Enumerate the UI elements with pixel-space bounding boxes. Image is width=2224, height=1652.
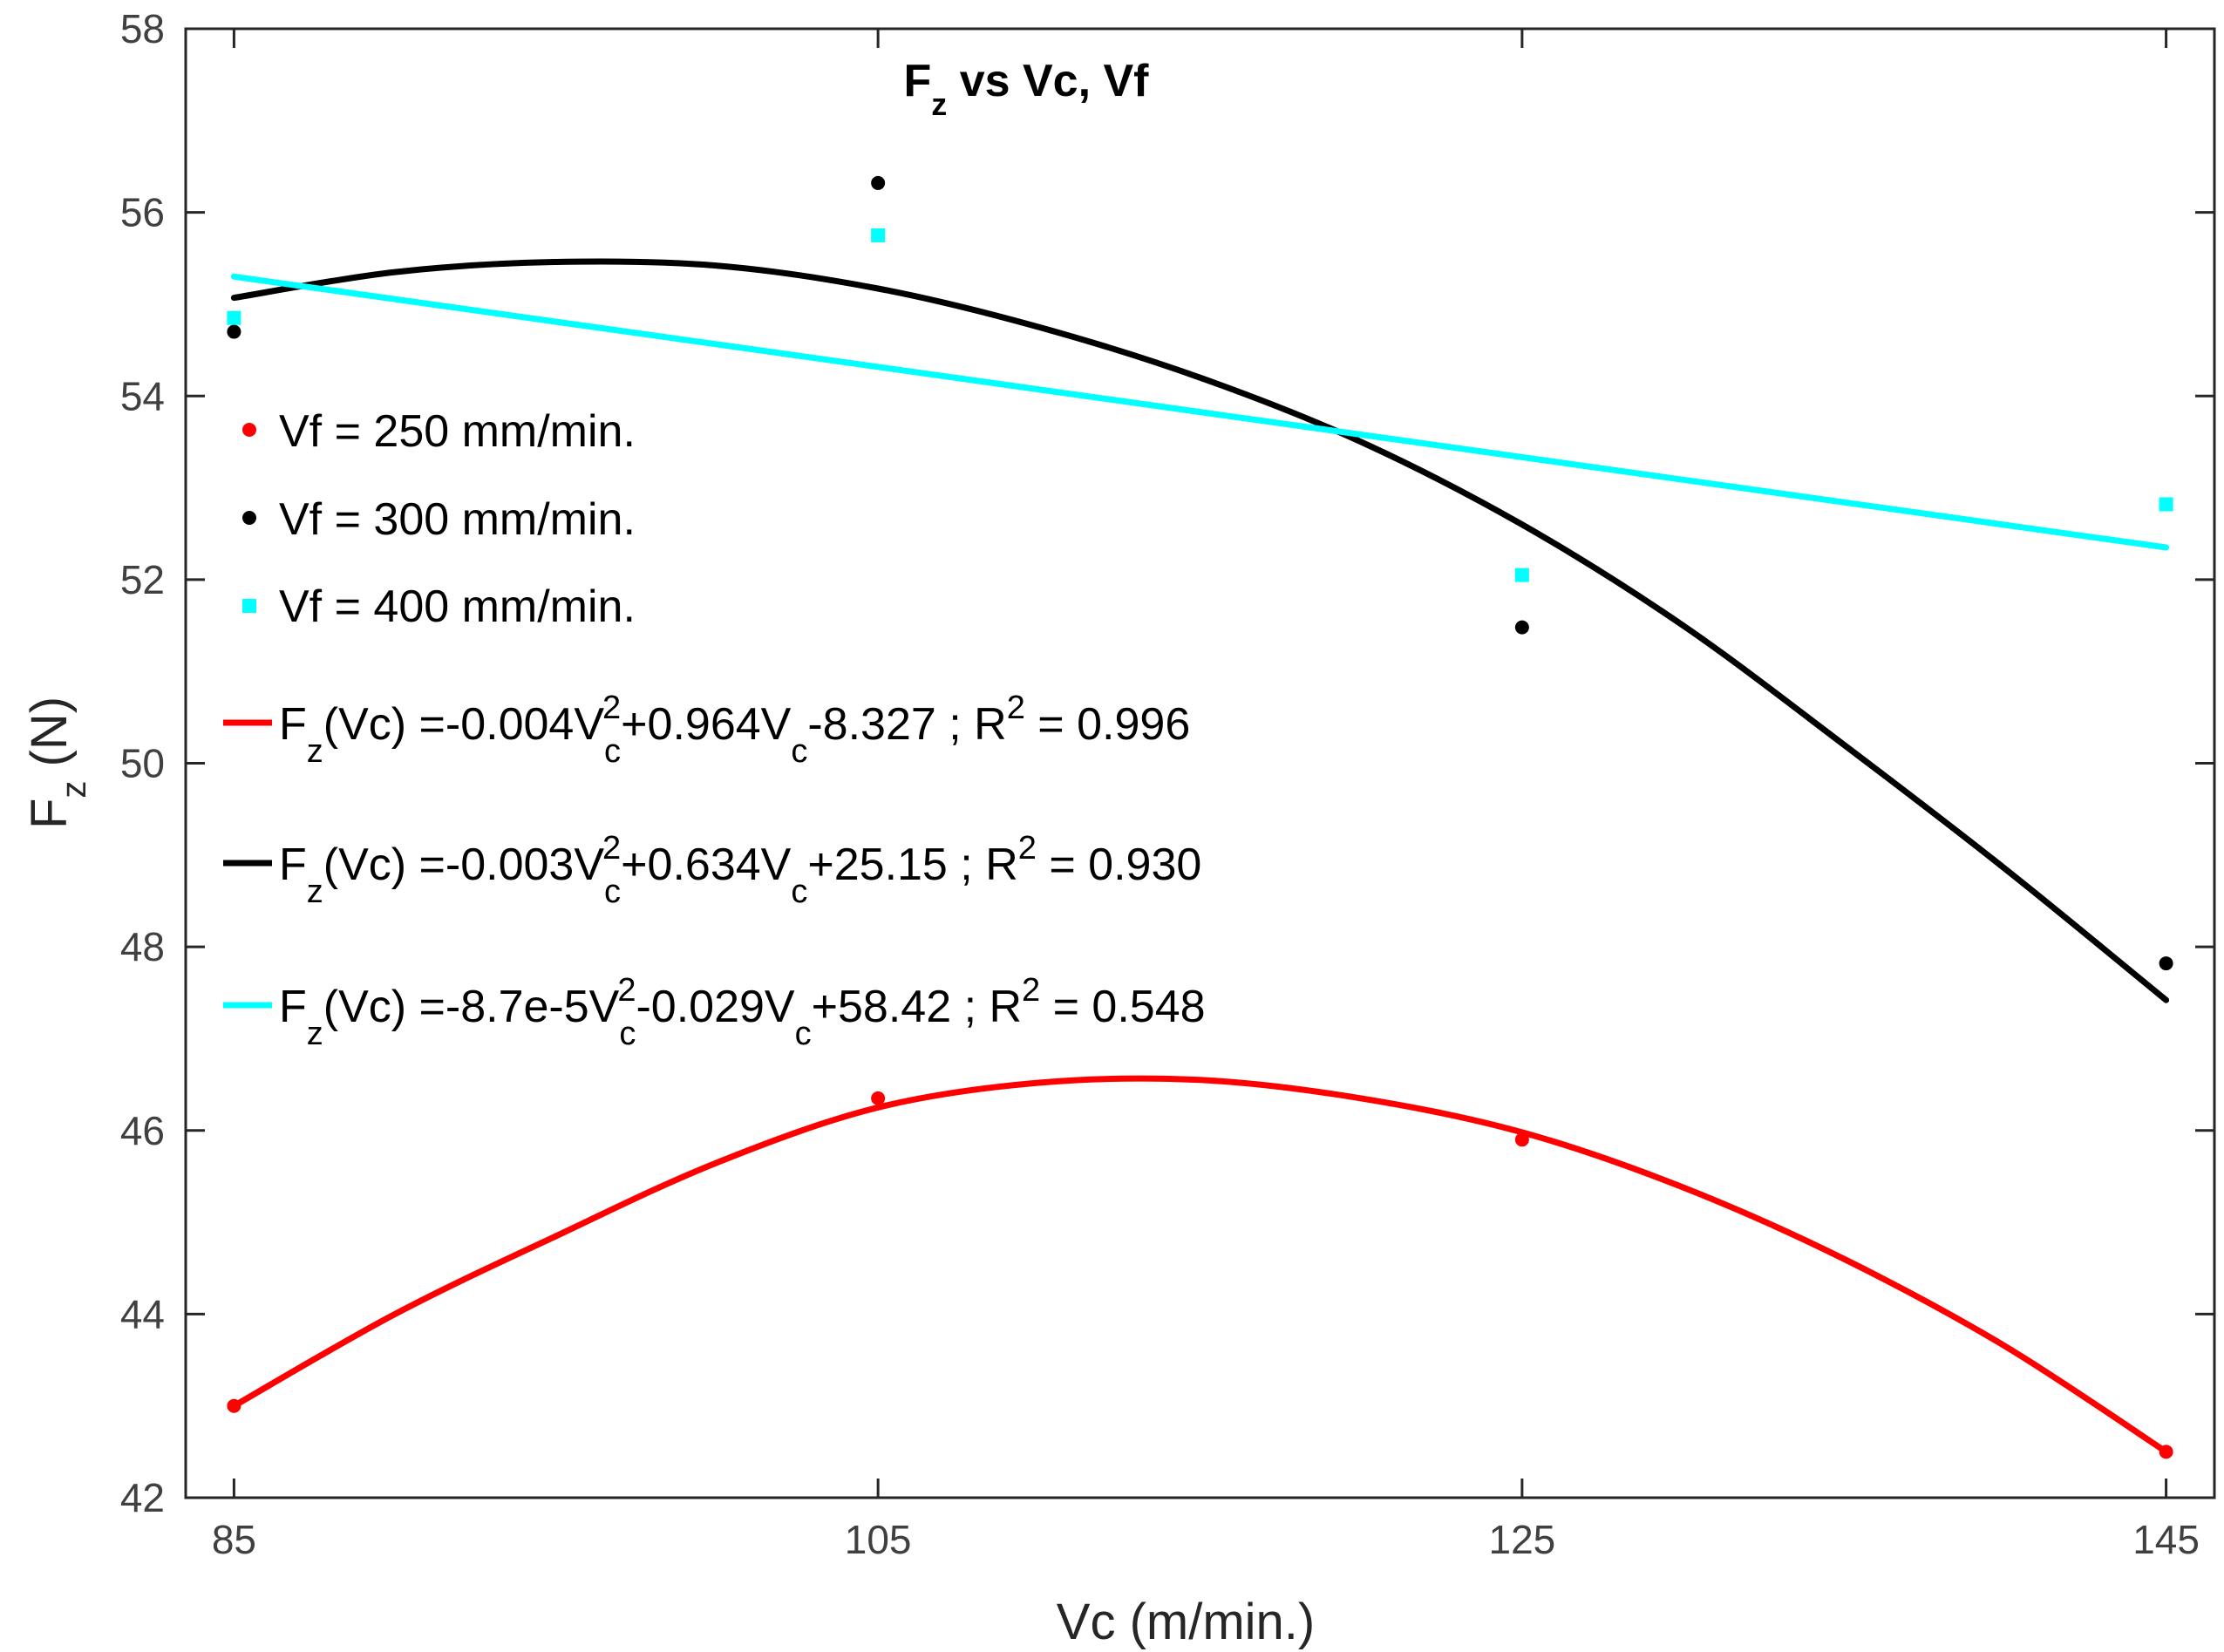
x-axis-ticks: 85 105 125 145 (212, 29, 2200, 1562)
x-tick-label: 85 (212, 1517, 256, 1562)
fit-250-sq-sup: 2 (602, 690, 621, 726)
legend-label-vf-250: Vf = 250 mm/min. (279, 406, 636, 457)
fit-300-text-1: (Vc) =-0.003V (323, 840, 605, 890)
fit-300-r-sup: 2 (1018, 830, 1037, 867)
fit-300-text-3: +25.15 ; R (807, 840, 1017, 890)
data-point-s2-1 (227, 324, 241, 339)
data-point-s1-1 (227, 1398, 241, 1413)
x-tick-label: 125 (1488, 1517, 1555, 1562)
data-point-s3-3 (1514, 568, 1529, 582)
fit-curve-2 (230, 258, 2170, 1003)
y-axis-label-rest: (N) (21, 697, 78, 781)
fit-400-r-sup: 2 (1022, 972, 1040, 1009)
fit-250-c-sub: c (604, 733, 621, 770)
fit-400-f: F (279, 982, 307, 1032)
y-tick-label: 44 (120, 1291, 165, 1336)
fit-250-text-4: = 0.996 (1025, 699, 1190, 750)
fit-400-sq-sup: 2 (617, 972, 636, 1009)
fit-400-text-4: = 0.548 (1040, 982, 1205, 1032)
fit-300-c-sub: c (604, 874, 621, 910)
data-markers (227, 175, 2173, 1459)
chart-title-main: F (904, 56, 932, 106)
y-tick-label: 50 (120, 741, 165, 786)
y-tick-label: 46 (120, 1108, 165, 1153)
data-point-s3-4 (2159, 497, 2173, 512)
fit-400-text-3: +58.42 ; R (812, 982, 1022, 1032)
fit-300-text-2: +0.634V (621, 840, 791, 890)
fit-250-r-sup: 2 (1007, 690, 1025, 726)
fit-250-text-2: +0.964V (621, 699, 791, 750)
fit-300-c-sub-2: c (791, 874, 807, 910)
x-tick-label: 105 (845, 1517, 912, 1562)
legend-label-fit-300: Fz(Vc) =-0.003Vc2+0.634Vc+25.15 ; R2 = 0… (279, 830, 1201, 910)
fit-300-f: F (279, 840, 307, 890)
legend-marker-vf-250 (242, 423, 256, 437)
data-point-s2-4 (2159, 956, 2173, 971)
y-axis-label-main: F (21, 799, 78, 829)
fit-400-c-sub-2: c (795, 1016, 812, 1052)
chart-title: Fz vs Vc, Vf (904, 56, 1150, 122)
fit-400-text-2: -0.029V (636, 982, 794, 1032)
fit-300-text-4: = 0.930 (1037, 840, 1201, 890)
fit-curve-1 (230, 1075, 2170, 1455)
fit-curves (230, 258, 2170, 1455)
y-axis-label: Fz (N) (21, 697, 93, 829)
data-point-s1-2 (871, 1091, 886, 1105)
legend-label-vf-300: Vf = 300 mm/min. (279, 494, 636, 545)
fit-250-text-1: (Vc) =-0.004V (323, 699, 605, 750)
data-point-s3-1 (227, 310, 241, 325)
fit-300-sq-sup: 2 (602, 830, 621, 867)
fit-250-c-sub-2: c (791, 733, 807, 770)
fit-250-f: F (279, 699, 307, 750)
y-tick-label: 52 (120, 557, 165, 602)
y-tick-label: 42 (120, 1475, 165, 1520)
data-point-s3-2 (871, 228, 886, 242)
chart-title-subscript: z (931, 86, 947, 122)
y-tick-label: 54 (120, 373, 165, 418)
y-tick-label: 48 (120, 924, 165, 969)
y-tick-label: 58 (120, 6, 165, 51)
legend: Vf = 250 mm/min. Vf = 300 mm/min. Vf = 4… (223, 406, 1206, 1052)
y-axis-label-subscript: z (55, 781, 93, 799)
x-tick-label: 145 (2132, 1517, 2200, 1562)
legend-label-fit-400: Fz(Vc) =-8.7e-5Vc2-0.029Vc+58.42 ; R2 = … (279, 972, 1206, 1052)
legend-marker-vf-300 (242, 511, 256, 525)
legend-marker-vf-400 (242, 599, 256, 613)
y-tick-label: 56 (120, 190, 165, 235)
fit-250-text-3: -8.327 ; R (807, 699, 1006, 750)
data-point-s1-4 (2159, 1445, 2173, 1459)
fit-400-c-sub: c (619, 1016, 636, 1052)
fit-250-z-sub: z (307, 733, 323, 770)
legend-label-fit-250: Fz(Vc) =-0.004Vc2+0.964Vc-8.327 ; R2 = 0… (279, 690, 1190, 770)
data-point-s2-3 (1514, 620, 1529, 635)
chart-title-rest: vs Vc, Vf (947, 56, 1149, 106)
x-axis-label: Vc (m/min.) (1057, 1594, 1315, 1650)
fit-400-z-sub: z (307, 1016, 323, 1052)
y-axis-ticks: 42 44 46 48 50 52 54 56 58 (120, 6, 2214, 1520)
legend-label-vf-400: Vf = 400 mm/min. (279, 581, 636, 632)
fit-400-text-1: (Vc) =-8.7e-5V (323, 982, 620, 1032)
fit-curve-3 (230, 273, 2170, 551)
fit-300-z-sub: z (307, 874, 323, 910)
data-point-s1-3 (1514, 1132, 1529, 1147)
data-point-s2-2 (871, 175, 886, 190)
